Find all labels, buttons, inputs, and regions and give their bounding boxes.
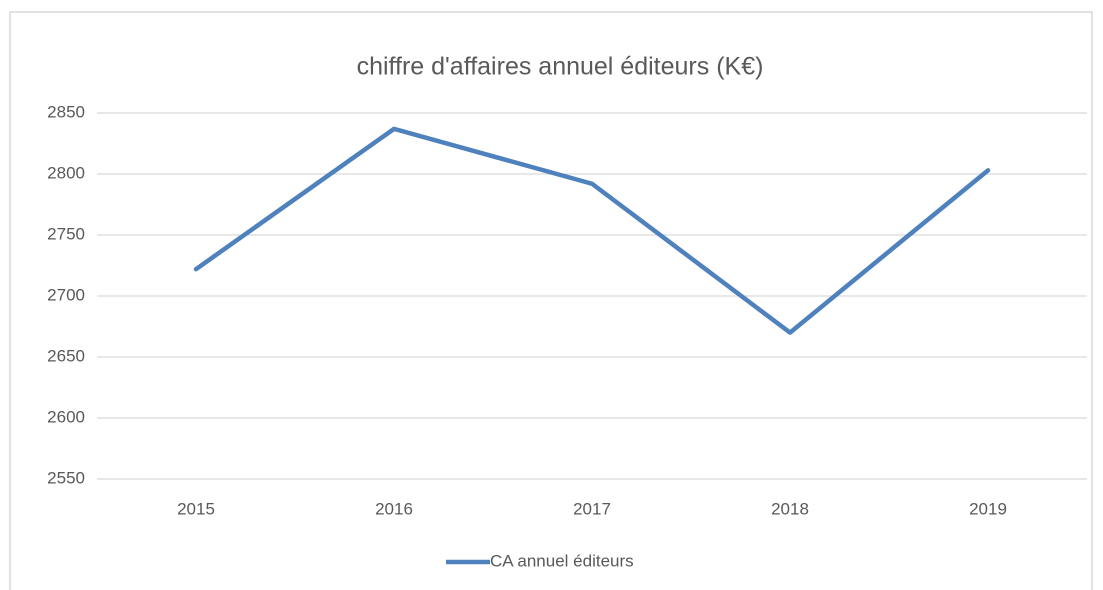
chart-border bbox=[9, 11, 1093, 590]
y-tick-label: 2800 bbox=[47, 163, 85, 182]
y-tick-label: 2550 bbox=[47, 468, 85, 487]
x-tick-label: 2015 bbox=[177, 499, 215, 518]
x-tick-label: 2016 bbox=[375, 499, 413, 518]
x-tick-label: 2019 bbox=[969, 499, 1007, 518]
legend-label: CA annuel éditeurs bbox=[490, 551, 634, 570]
y-tick-label: 2700 bbox=[47, 285, 85, 304]
y-tick-label: 2600 bbox=[47, 407, 85, 426]
chart-title: chiffre d'affaires annuel éditeurs (K€) bbox=[357, 53, 764, 81]
y-tick-label: 2850 bbox=[47, 102, 85, 121]
x-tick-label: 2018 bbox=[771, 499, 809, 518]
y-tick-label: 2650 bbox=[47, 346, 85, 365]
y-tick-label: 2750 bbox=[47, 224, 85, 243]
data-line bbox=[193, 126, 991, 335]
x-tick-label: 2017 bbox=[573, 499, 611, 518]
